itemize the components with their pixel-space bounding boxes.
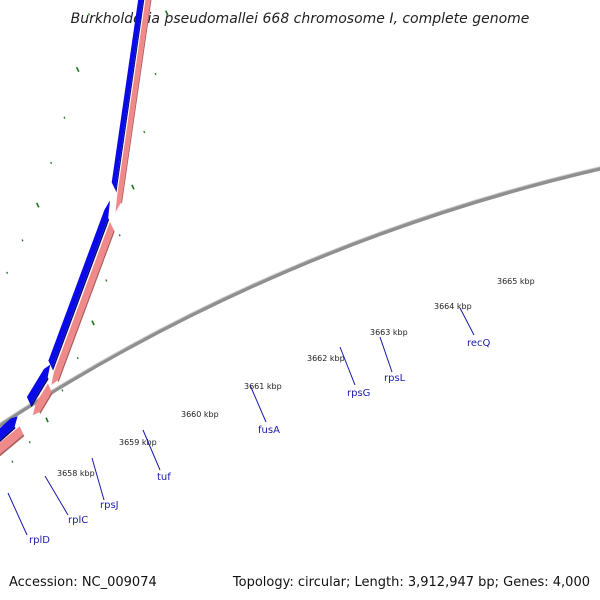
kbp-label: 3665 kbp [497, 277, 535, 286]
gc-tick [154, 72, 157, 76]
gene-shadow [115, 0, 145, 193]
gc-tick [61, 389, 64, 392]
kbp-scale: 3658 kbp 3659 kbp 3660 kbp 3661 kbp 3662… [57, 277, 535, 478]
gene-shadow [52, 218, 110, 371]
gc-tick [105, 279, 108, 282]
leader-line [379, 336, 393, 373]
gene-shadow [57, 229, 115, 383]
gc-tick [164, 10, 169, 16]
leader-line [249, 384, 267, 423]
accession-text: Accession: NC_009074 [9, 575, 157, 590]
backbone-highlight [0, 166, 600, 424]
gc-tick [76, 356, 79, 360]
leader-line [339, 346, 356, 386]
gc-tick [63, 116, 66, 119]
gc-tick [11, 460, 14, 463]
kbp-label: 3661 kbp [244, 382, 282, 391]
gene-shadow [121, 0, 152, 205]
gc-tick [21, 239, 24, 242]
reverse-gene-arrow[interactable] [51, 221, 114, 385]
kbp-label: 3663 kbp [370, 328, 408, 337]
gc-tick [6, 271, 9, 274]
reverse-gene-arrow[interactable] [32, 383, 52, 416]
leader-line [91, 457, 105, 501]
genome-backbone [0, 166, 600, 428]
gc-tick [28, 441, 31, 444]
gc-tick [75, 66, 80, 73]
gene-shadow [0, 434, 25, 457]
forward-gene-arrow[interactable] [0, 416, 18, 459]
gene-label-fusA[interactable]: fusA [258, 425, 280, 436]
gc-tick [91, 320, 95, 326]
leader-line [459, 307, 475, 336]
gene-shadow [30, 377, 49, 407]
gc-skew-ticks-outer [6, 13, 90, 274]
gc-skew-ticks-inner [11, 10, 169, 463]
gc-tick [118, 234, 121, 237]
forward-gene-arrow[interactable] [111, 0, 199, 191]
gc-tick [45, 417, 49, 423]
kbp-label: 3659 kbp [119, 438, 157, 447]
genome-summary-text: Topology: circular; Length: 3,912,947 bp… [232, 575, 590, 590]
forward-gene-arrow[interactable] [48, 200, 110, 369]
gene-label-recQ[interactable]: recQ [467, 338, 491, 349]
gene-shadow [0, 426, 16, 443]
gene-label-rpsG[interactable]: rpsG [347, 388, 370, 399]
leader-line [44, 475, 69, 516]
reverse-gene-arrow[interactable] [0, 426, 24, 477]
kbp-label: 3662 kbp [307, 354, 345, 363]
map-title: Burkholderia pseudomallei 668 chromosome… [71, 11, 530, 27]
gene-label-tuf[interactable]: tuf [157, 472, 171, 483]
kbp-label: 3658 kbp [57, 469, 95, 478]
gc-tick [131, 184, 135, 190]
reverse-gene-arrow[interactable] [115, 0, 205, 213]
gene-label-rpsJ[interactable]: rpsJ [100, 500, 119, 511]
gene-shadow [39, 391, 53, 414]
gene-label-leaders [7, 307, 475, 536]
gene-label-rpsL[interactable]: rpsL [384, 373, 406, 384]
gc-tick [35, 202, 40, 208]
gene-labels: rplD rplC rpsJ tuf fusA rpsG rpsL recQ [29, 338, 491, 546]
gc-tick [143, 130, 146, 134]
gc-tick [88, 13, 90, 16]
leader-line [142, 429, 161, 471]
forward-strand-genes [0, 0, 199, 459]
gene-label-rplD[interactable]: rplD [29, 535, 50, 546]
forward-gene-arrow[interactable] [26, 364, 51, 406]
gene-label-rplC[interactable]: rplC [68, 515, 88, 526]
kbp-label: 3664 kbp [434, 302, 472, 311]
gc-tick [50, 161, 53, 165]
reverse-strand-genes [0, 0, 205, 477]
kbp-label: 3660 kbp [181, 410, 219, 419]
leader-line [7, 492, 28, 536]
